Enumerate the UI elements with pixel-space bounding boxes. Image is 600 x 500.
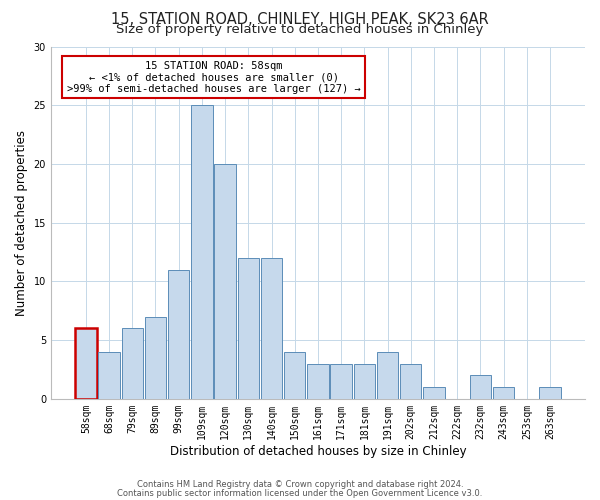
Bar — [331, 364, 352, 399]
Bar — [400, 364, 421, 399]
Y-axis label: Number of detached properties: Number of detached properties — [15, 130, 28, 316]
Bar — [145, 316, 166, 399]
Text: Contains HM Land Registry data © Crown copyright and database right 2024.: Contains HM Land Registry data © Crown c… — [137, 480, 463, 489]
Bar — [354, 364, 375, 399]
Bar — [377, 352, 398, 399]
Bar — [168, 270, 190, 399]
Text: 15, STATION ROAD, CHINLEY, HIGH PEAK, SK23 6AR: 15, STATION ROAD, CHINLEY, HIGH PEAK, SK… — [111, 12, 489, 28]
Bar — [238, 258, 259, 399]
Bar — [261, 258, 282, 399]
Bar — [214, 164, 236, 399]
Bar — [424, 387, 445, 399]
Bar — [98, 352, 120, 399]
Bar — [122, 328, 143, 399]
Text: 15 STATION ROAD: 58sqm
← <1% of detached houses are smaller (0)
>99% of semi-det: 15 STATION ROAD: 58sqm ← <1% of detached… — [67, 60, 361, 94]
Bar — [75, 328, 97, 399]
Text: Size of property relative to detached houses in Chinley: Size of property relative to detached ho… — [116, 22, 484, 36]
Bar — [284, 352, 305, 399]
Bar — [539, 387, 561, 399]
Bar — [307, 364, 329, 399]
Bar — [493, 387, 514, 399]
Text: Contains public sector information licensed under the Open Government Licence v3: Contains public sector information licen… — [118, 488, 482, 498]
Bar — [191, 105, 212, 399]
Bar — [470, 376, 491, 399]
X-axis label: Distribution of detached houses by size in Chinley: Distribution of detached houses by size … — [170, 444, 466, 458]
